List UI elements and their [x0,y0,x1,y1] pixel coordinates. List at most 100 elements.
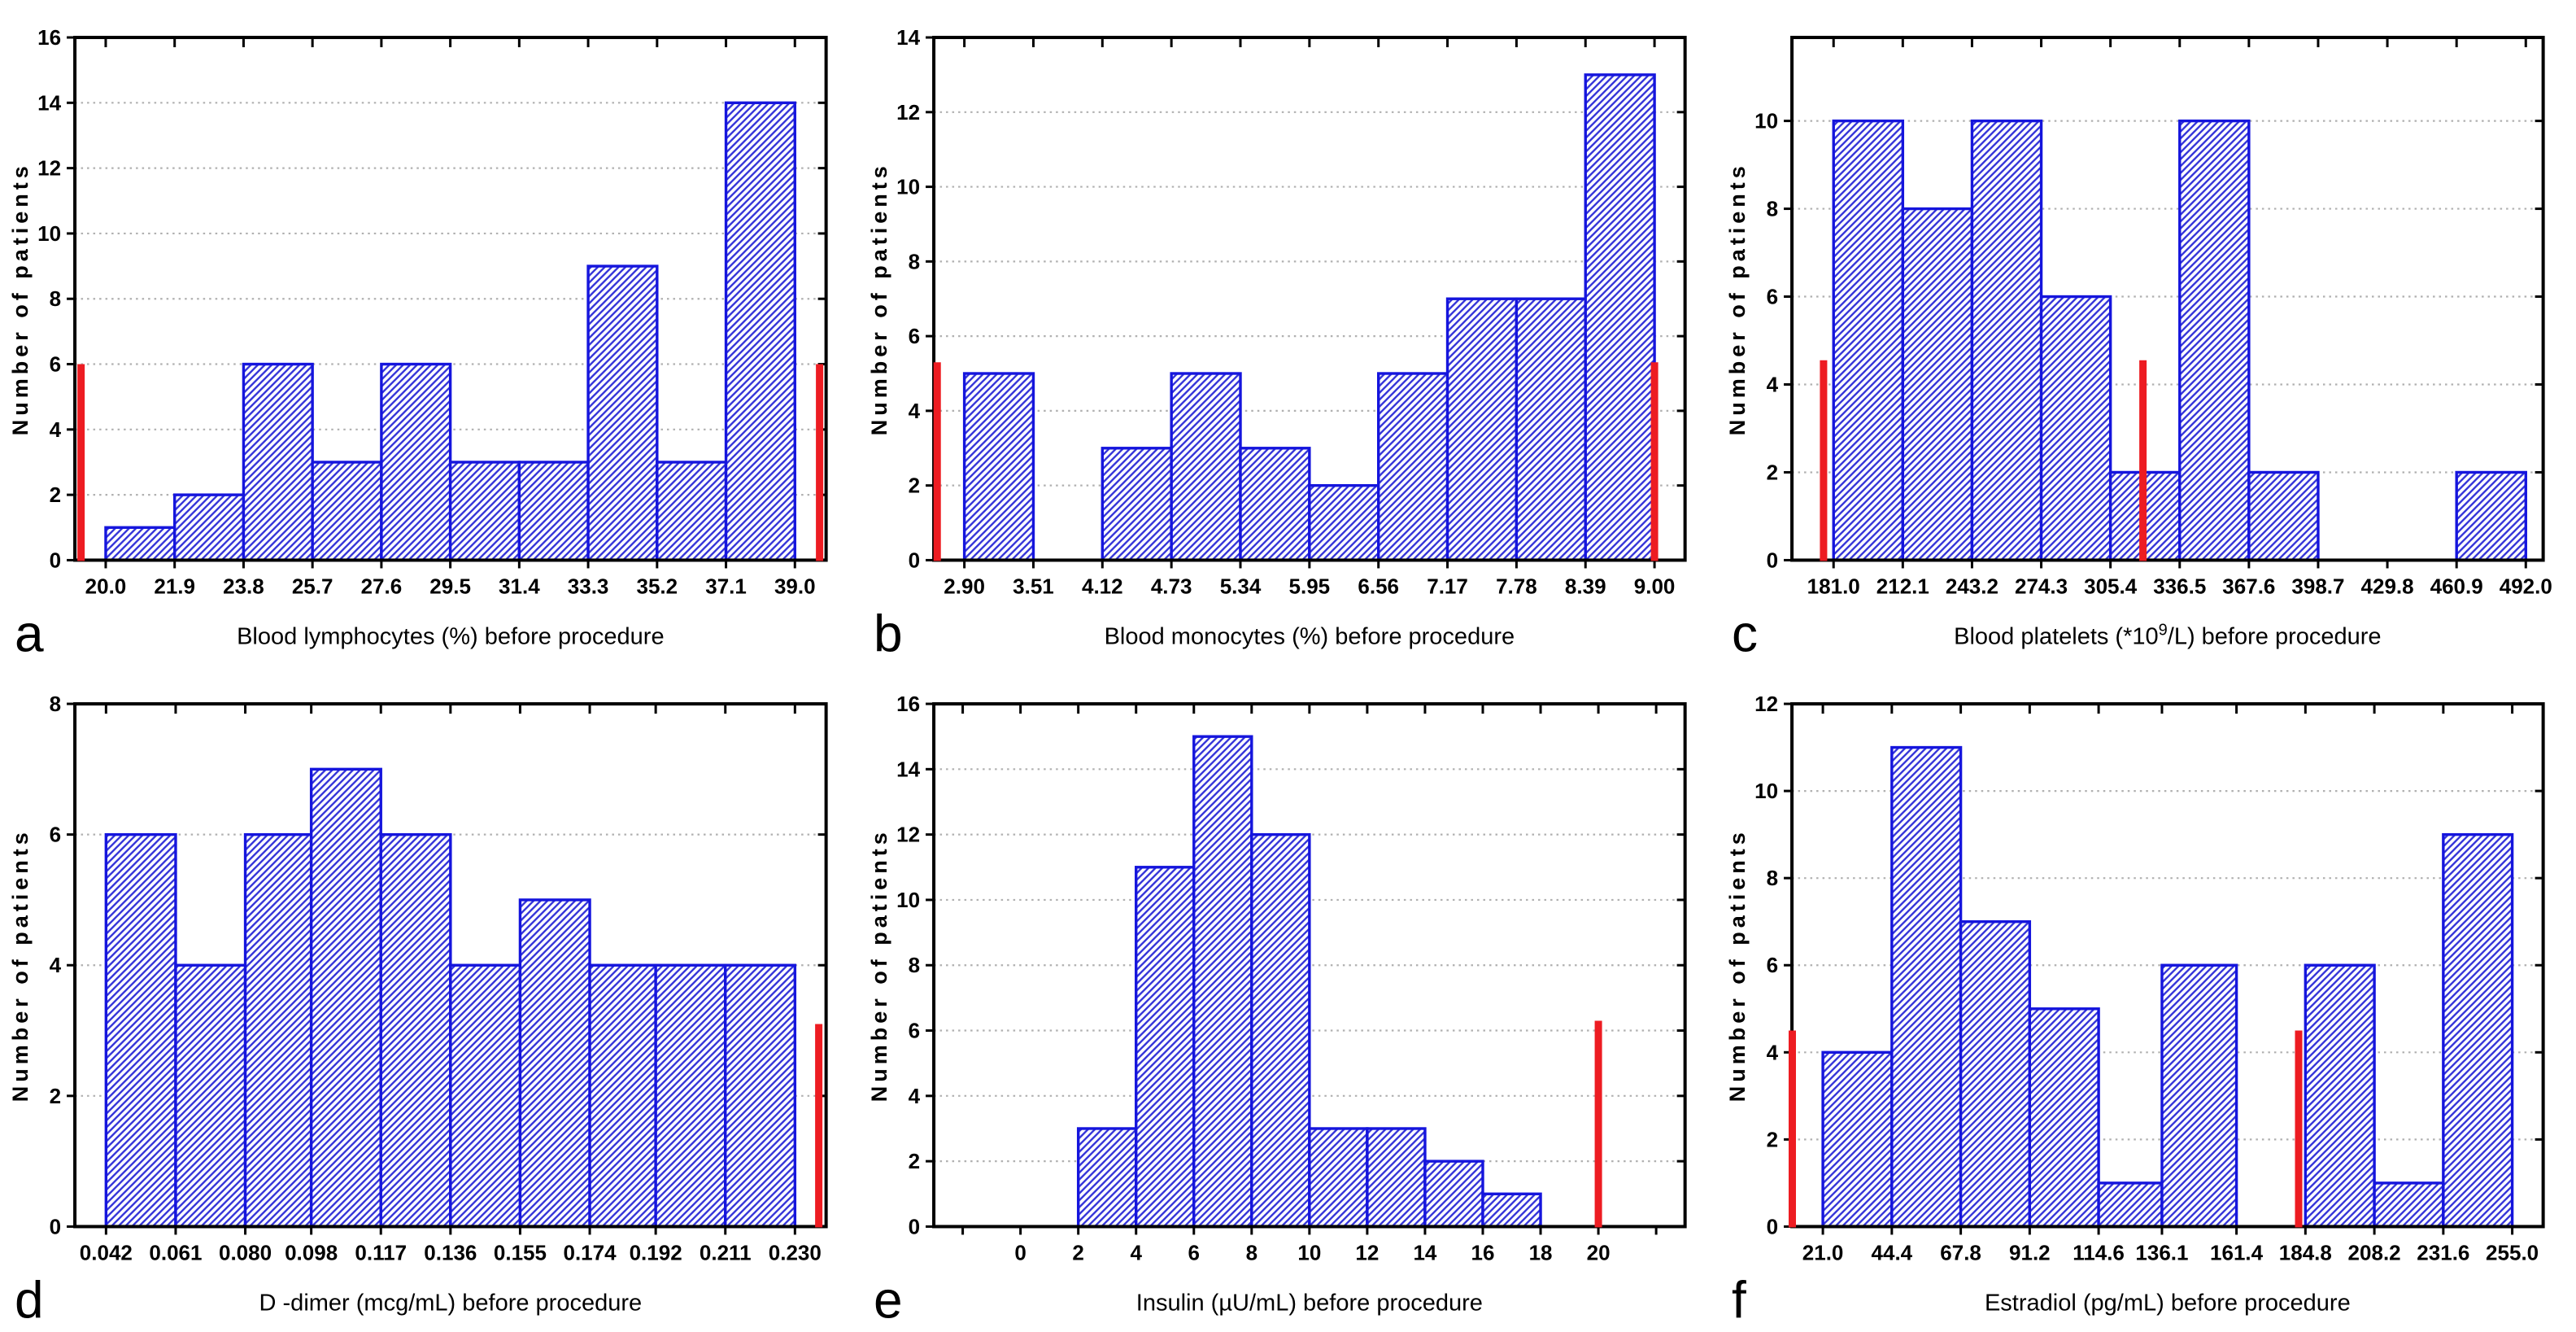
y-tick-label: 4 [908,1083,920,1107]
x-tick-label: 12 [1355,1240,1379,1264]
reference-lines [933,362,1658,561]
y-tick-label: 10 [37,221,61,246]
histogram-bar [2040,295,2112,562]
x-tick-label: 8 [1245,1240,1257,1264]
histogram-bar [2178,119,2251,562]
x-tick-label: 6 [1188,1240,1199,1264]
x-tick-label: 29.5 [429,574,471,598]
histogram-chart-b: 2.90 3.51 4.12 4.73 5.34 5.95 6.56 7.17 7.78 8.39… [867,25,1687,663]
x-tick-label: 8.39 [1565,574,1606,598]
y-tick-label: 14 [896,757,920,781]
y-tick-label: 0 [50,1214,61,1238]
histogram-bar [1515,297,1587,562]
x-tick-label: 460.9 [2430,574,2483,598]
y-tick-labels: 0 2 4 6 8 10 12 14 [896,25,920,572]
y-tick-label: 12 [1754,692,1778,716]
y-tick-label: 8 [908,249,919,273]
histogram-bar [2455,470,2528,562]
x-tick-label: 161.4 [2210,1240,2264,1264]
x-tick-label: 231.6 [2417,1240,2470,1264]
x-tick-label: 181.0 [1807,574,1860,598]
histogram-bar [243,832,313,1228]
y-tick-label: 2 [1767,460,1778,484]
tick-marks [1784,37,2543,569]
histogram-bar [2373,1181,2445,1228]
histogram-bar [1192,734,1253,1228]
histogram-bar [1376,372,1449,562]
x-tick-label: 0.098 [285,1240,338,1264]
y-axis-title: Number of patients [8,828,33,1102]
histogram-bar [724,963,797,1228]
histogram-bar [1365,1126,1427,1228]
reference-lines [1789,1030,2303,1227]
x-tick-label: 9.00 [1633,574,1675,598]
histogram-bar [2247,470,2320,562]
bars [962,73,1656,562]
x-tick-label: 25.7 [292,574,333,598]
histogram-bar [1170,372,1242,562]
x-tick-label: 5.34 [1219,574,1261,598]
x-tick-label: 20.0 [85,574,127,598]
histogram-bar [1134,865,1196,1228]
y-axis-title: Number of patients [1725,162,1750,435]
histogram-chart-a: 20.0 21.9 23.8 25.7 27.6 29.5 31.4 33.3 35.2 37.1… [8,25,828,663]
y-tick-label: 12 [896,822,920,846]
histogram-bar [1445,297,1518,562]
histogram-bar [379,832,452,1228]
x-tick-label: 0.117 [355,1240,407,1264]
histogram-bar [1959,919,2032,1228]
x-tick-label: 255.0 [2486,1240,2539,1264]
y-tick-label: 2 [50,483,61,507]
y-tick-label: 0 [1767,548,1778,572]
y-tick-label: 16 [896,692,920,716]
x-tick-label: 114.6 [2073,1240,2125,1264]
x-tick-labels: 21.0 44.4 67.8 91.2 114.6 136.1 161.4 184.8 208.… [1802,1240,2539,1264]
x-tick-label: 31.4 [499,574,540,598]
y-tick-label: 2 [50,1083,61,1107]
histogram-chart-f: 21.0 44.4 67.8 91.2 114.6 136.1 161.4 184.8 208.… [1725,692,2545,1329]
x-tick-label: 0 [1014,1240,1026,1264]
y-tick-label: 6 [908,1018,919,1042]
y-tick-label: 16 [37,25,61,50]
y-tick-label: 0 [50,548,61,572]
histogram-bar [1307,483,1380,562]
histogram-bar [2028,1007,2101,1228]
x-axis-title: Insulin (µU/mL) before procedure [1135,1290,1482,1316]
x-tick-label: 2 [1072,1240,1083,1264]
histogram-bar [1101,447,1173,562]
x-tick-label: 21.0 [1802,1240,1844,1264]
histogram-bar [2160,963,2238,1228]
x-tick-label: 67.8 [1941,1240,1982,1264]
x-tick-label: 37.1 [705,574,747,598]
x-tick-label: 212.1 [1876,574,1929,598]
x-axis-title: Estradiol (pg/mL) before procedure [1985,1290,2351,1316]
y-tick-label: 12 [37,156,61,181]
bars [104,101,796,562]
histogram-bar [174,963,247,1228]
x-tick-label: 0.061 [149,1240,202,1264]
y-axis-title: Number of patients [1725,828,1750,1102]
histogram-bar [1423,1159,1484,1228]
tick-marks [925,702,1685,1234]
x-tick-labels: 0 2 4 6 8 10 12 14 16 18 20 [1014,1240,1610,1264]
histogram-bar [309,767,382,1228]
x-tick-label: 4.73 [1151,574,1192,598]
x-tick-label: 0.230 [769,1240,822,1264]
histogram-bar [1307,1126,1369,1228]
x-tick-label: 184.8 [2279,1240,2332,1264]
histogram-bar [448,461,521,562]
reference-lines [77,364,824,561]
y-tick-label: 2 [1767,1127,1778,1151]
plot-frame [1790,36,2545,562]
panel-letter: e [874,1270,903,1329]
x-tick-label: 136.1 [2136,1240,2189,1264]
histogram-bar [517,461,590,562]
x-tick-labels: 181.0 212.1 243.2 274.3 305.4 336.5 367.6 398.7… [1807,574,2552,598]
y-tick-label: 0 [908,548,919,572]
y-tick-label: 12 [896,100,920,124]
y-tick-labels: 0 2 4 6 8 10 12 14 16 [37,25,61,572]
x-tick-label: 4.12 [1082,574,1123,598]
x-tick-label: 20 [1586,1240,1610,1264]
y-tick-label: 6 [50,822,61,846]
histogram-bar [654,963,727,1228]
